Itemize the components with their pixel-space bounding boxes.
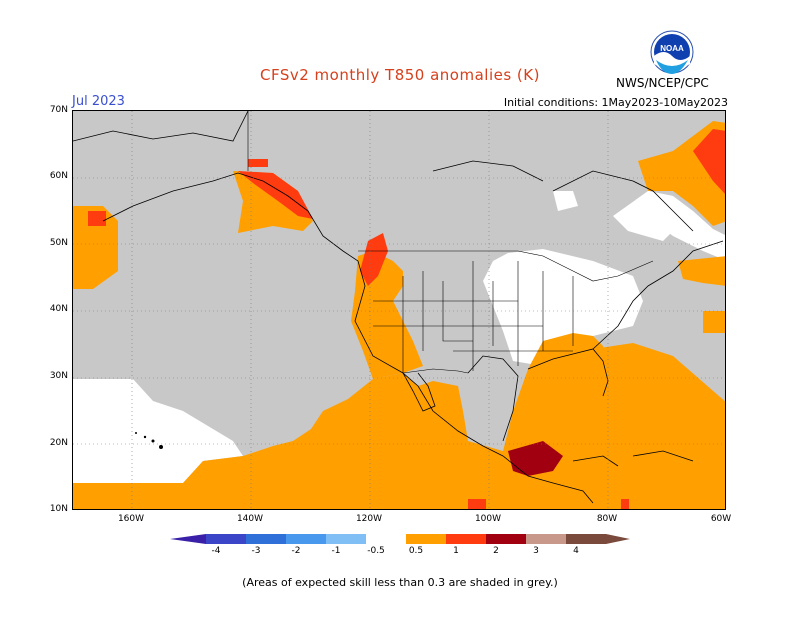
orange-anomaly-npacific [73, 206, 118, 289]
map-canvas [73, 111, 725, 509]
red-anomaly-northeast [693, 129, 725, 194]
political-borders [247, 111, 654, 374]
colorbar-arrow-high [606, 534, 630, 544]
initial-conditions: Initial conditions: 1May2023-10May2023 [503, 96, 728, 109]
orange-anomaly-alaska [233, 171, 313, 233]
lon-label: 140W [236, 514, 264, 524]
white-region [553, 191, 578, 211]
white-region [648, 191, 725, 261]
lat-label: 30N [49, 371, 68, 381]
agency-label: NWS/NCEP/CPC [616, 76, 709, 90]
red-anomaly-alaska [248, 159, 268, 167]
orange-anomaly-atlantic [703, 311, 725, 333]
colorbar-segment [486, 534, 526, 544]
coastlines [73, 111, 724, 504]
colorbar-label: 2 [493, 546, 499, 556]
lon-label: 100W [474, 514, 502, 524]
skill-footnote: (Areas of expected skill less than 0.3 a… [242, 576, 558, 589]
lon-label: 60W [710, 514, 732, 524]
colorbar [170, 534, 630, 544]
colorbar-segment [246, 534, 286, 544]
anomaly-map [72, 110, 726, 510]
hawaii-islands [135, 432, 163, 449]
lat-label: 40N [49, 304, 68, 314]
darkred-anomaly-centralamerica [508, 441, 563, 476]
colorbar-label: -3 [251, 546, 261, 556]
grey-skill-area [468, 369, 528, 451]
noaa-logo: NOAA [650, 30, 694, 74]
lat-label: 60N [49, 171, 68, 181]
logo-text: NOAA [660, 44, 684, 53]
white-region [483, 249, 643, 366]
orange-anomaly-atlantic [678, 256, 725, 286]
red-anomaly-npacific [88, 211, 106, 226]
colorbar-label: 4 [573, 546, 579, 556]
colorbar-label: 3 [533, 546, 539, 556]
colorbar-segment [366, 534, 406, 544]
lat-label: 10N [49, 504, 68, 514]
colorbar-label: -0.5 [367, 546, 385, 556]
red-anomaly-tropics [621, 499, 629, 509]
colorbar-label: 0.5 [408, 546, 424, 556]
red-anomaly-alaska [238, 171, 313, 219]
orange-anomaly-southeast [528, 333, 608, 441]
colorbar-segment [446, 534, 486, 544]
colorbar-segment [206, 534, 246, 544]
graticule [73, 111, 725, 509]
lon-label: 80W [596, 514, 618, 524]
colorbar-segment [566, 534, 606, 544]
map-title: CFSv2 monthly T850 anomalies (K) [260, 66, 540, 84]
colorbar-segment [286, 534, 326, 544]
red-anomaly-west [360, 233, 388, 286]
colorbar-label: -1 [331, 546, 341, 556]
colorbar-label: -2 [291, 546, 301, 556]
lon-label: 120W [355, 514, 383, 524]
lon-label: 160W [117, 514, 145, 524]
red-anomaly-tropics [468, 499, 486, 509]
lat-label: 20N [49, 438, 68, 448]
forecast-month: Jul 2023 [72, 94, 125, 109]
colorbar-segment [526, 534, 566, 544]
colorbar-label: 1 [453, 546, 459, 556]
colorbar-arrow-low [170, 534, 206, 544]
lat-label: 50N [49, 238, 68, 248]
colorbar-segment [406, 534, 446, 544]
colorbar-label: -4 [211, 546, 221, 556]
white-region [73, 379, 243, 483]
colorbar-segment [326, 534, 366, 544]
lat-label: 70N [49, 105, 68, 115]
